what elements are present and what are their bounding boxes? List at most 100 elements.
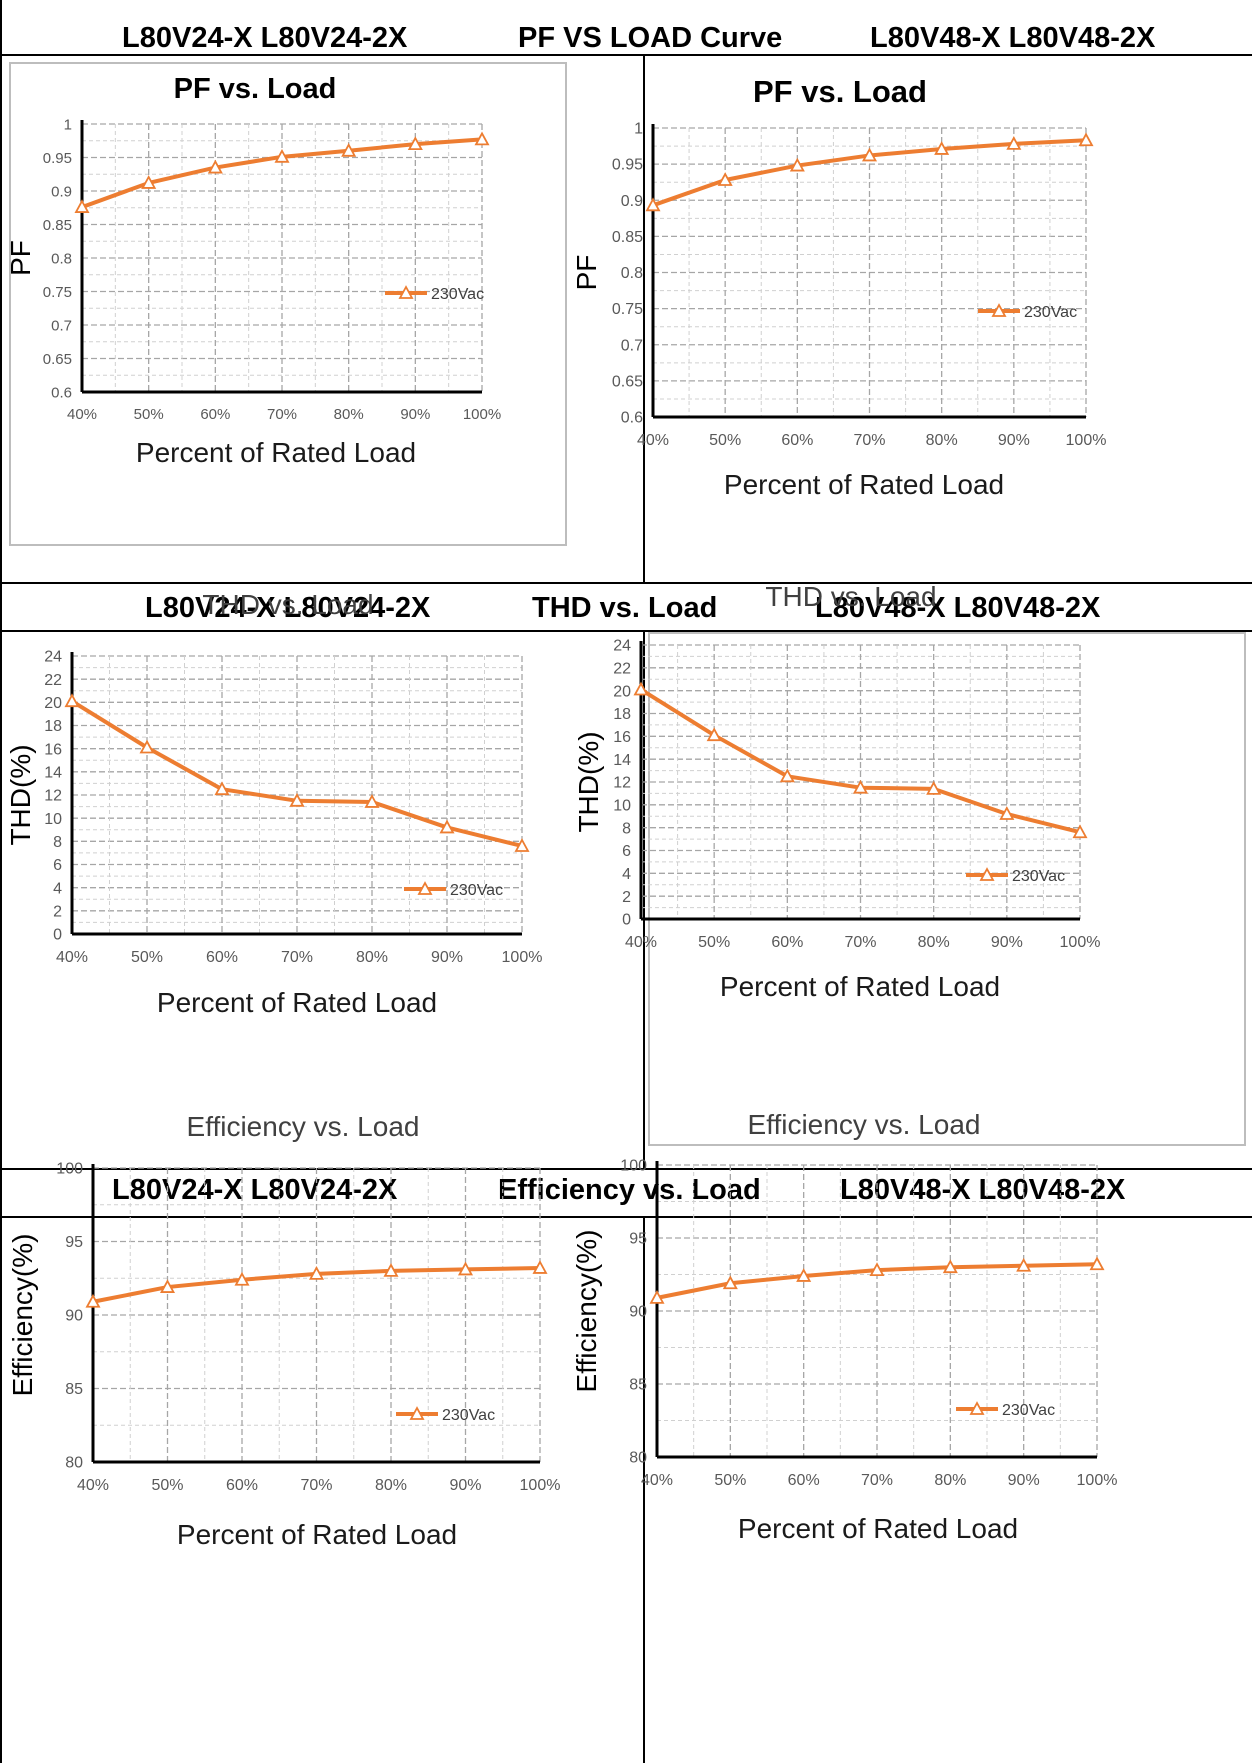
y-tick-label: 0.85 <box>43 217 72 234</box>
x-axis-label: Percent of Rated Load <box>136 437 416 468</box>
data-point-marker <box>457 1261 474 1276</box>
divider-line <box>0 582 1252 584</box>
y-tick-label: 8 <box>53 834 62 851</box>
x-tick-label: 100% <box>520 1477 561 1494</box>
legend-marker <box>398 285 414 299</box>
data-point-marker <box>341 142 357 157</box>
chart-title: Efficiency vs. Load <box>187 1111 420 1142</box>
y-tick-label: 0.85 <box>612 229 643 246</box>
y-tick-label: 6 <box>622 843 631 860</box>
data-point-marker <box>1078 132 1094 147</box>
y-tick-label: 0.7 <box>621 337 643 354</box>
legend-label: 230Vac <box>442 1407 495 1424</box>
y-tick-label: 10 <box>44 811 62 828</box>
x-tick-label: 70% <box>267 406 297 423</box>
chart-title: THD vs. Load <box>765 581 936 612</box>
column-divider <box>643 1218 645 1763</box>
x-tick-label: 50% <box>714 1472 746 1489</box>
data-point-marker <box>364 794 380 808</box>
data-point-marker <box>139 739 155 754</box>
header-right-models: L80V48-X L80V48-2X <box>815 592 1101 624</box>
y-tick-label: 95 <box>65 1234 83 1251</box>
y-tick-label: 0.95 <box>43 150 72 167</box>
x-tick-label: 60% <box>771 934 803 951</box>
x-tick-label: 90% <box>991 934 1023 951</box>
data-point-marker <box>214 781 230 796</box>
data-point-marker <box>141 175 157 189</box>
x-axis-label: Percent of Rated Load <box>177 1519 457 1550</box>
x-tick-label: 60% <box>788 1472 820 1489</box>
x-tick-label: 50% <box>709 432 741 449</box>
x-tick-label: 50% <box>698 934 730 951</box>
y-tick-label: 14 <box>613 752 631 769</box>
data-point-marker <box>649 1289 665 1304</box>
y-tick-label: 2 <box>622 889 631 906</box>
x-tick-label: 100% <box>1066 432 1107 449</box>
chart-title: PF vs. Load <box>753 74 927 109</box>
y-tick-label: 14 <box>44 764 62 781</box>
chart-frame <box>9 62 567 546</box>
x-tick-label: 80% <box>356 949 388 966</box>
y-tick-label: 80 <box>629 1450 647 1467</box>
legend: 230Vac <box>385 285 484 303</box>
y-axis-label: THD(%) <box>5 744 36 845</box>
y-axis-label: Efficiency(%) <box>7 1234 38 1397</box>
data-point-marker <box>514 838 530 852</box>
x-tick-label: 90% <box>1008 1472 1040 1489</box>
y-tick-label: 4 <box>622 866 631 883</box>
outer-border-left <box>0 0 2 1763</box>
chart-0: PF vs. Load 0.6 0.65 0.7 0.75 0.8 0.85 0.9 0.95 1… <box>5 73 501 468</box>
legend-label: 230Vac <box>431 286 484 303</box>
x-tick-label: 80% <box>926 432 958 449</box>
x-tick-label: 60% <box>200 406 230 423</box>
data-point-marker <box>926 780 942 795</box>
chart-frame <box>648 632 1246 1146</box>
header-left-models: L80V24-X L80V24-2X <box>145 592 431 624</box>
y-axis-label: PF <box>5 240 36 276</box>
x-axis-label: Percent of Rated Load <box>720 971 1000 1002</box>
x-tick-label: 80% <box>334 406 364 423</box>
y-tick-label: 16 <box>44 741 62 758</box>
x-tick-label: 70% <box>861 1472 893 1489</box>
x-tick-label: 90% <box>449 1477 481 1494</box>
x-tick-label: 70% <box>300 1477 332 1494</box>
data-point-marker <box>1006 136 1022 150</box>
y-tick-label: 24 <box>613 638 631 655</box>
y-tick-label: 0 <box>53 927 62 944</box>
legend: 230Vac <box>956 1401 1055 1419</box>
header-center-title: THD vs. Load <box>532 592 718 624</box>
y-axis-label: Efficiency(%) <box>571 1230 602 1393</box>
y-tick-label: 85 <box>65 1381 83 1398</box>
header-left-models: L80V24-X L80V24-2X <box>112 1174 398 1206</box>
data-point-marker <box>234 1271 250 1286</box>
y-axis-label: PF <box>571 255 602 291</box>
x-axis-label: Percent of Rated Load <box>157 987 437 1018</box>
legend-label: 230Vac <box>1002 1402 1055 1419</box>
chart-4: Efficiency vs. Load 80 85 90 95 100 40% 50% 60% 7… <box>7 1111 560 1550</box>
legend-label: 230Vac <box>1012 868 1065 885</box>
x-tick-label: 70% <box>853 432 885 449</box>
data-point-marker <box>289 792 305 807</box>
y-tick-label: 0.8 <box>621 265 643 282</box>
y-tick-label: 22 <box>613 660 631 677</box>
y-tick-label: 0.75 <box>43 284 72 301</box>
data-point-marker <box>789 157 805 172</box>
y-tick-label: 6 <box>53 857 62 874</box>
y-tick-label: 100 <box>56 1161 83 1178</box>
legend-marker <box>969 1401 985 1415</box>
x-tick-label: 40% <box>56 949 88 966</box>
x-tick-label: 40% <box>77 1477 109 1494</box>
y-tick-label: 4 <box>53 880 62 897</box>
column-divider <box>643 632 645 1168</box>
legend: 230Vac <box>396 1406 495 1424</box>
y-tick-label: 0.65 <box>43 351 72 368</box>
y-tick-label: 80 <box>65 1455 83 1472</box>
y-tick-label: 0.9 <box>621 193 643 210</box>
y-tick-label: 90 <box>65 1308 83 1325</box>
y-tick-label: 8 <box>622 820 631 837</box>
legend-label: 230Vac <box>450 882 503 899</box>
y-tick-label: 0.6 <box>621 410 643 427</box>
x-tick-label: 50% <box>131 949 163 966</box>
